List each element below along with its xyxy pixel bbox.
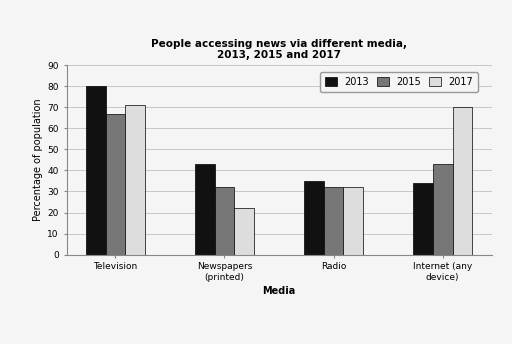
Bar [324,187,344,255]
Title: People accessing news via different media,
2013, 2015 and 2017: People accessing news via different medi… [151,39,407,61]
Bar [86,86,105,255]
Bar [215,187,234,255]
X-axis label: Media: Media [263,286,295,296]
Bar [234,208,254,255]
Bar [304,181,324,255]
Bar [433,164,453,255]
Legend: 2013, 2015, 2017: 2013, 2015, 2017 [321,72,478,92]
Bar [344,187,363,255]
Bar [195,164,215,255]
Bar [413,183,433,255]
Y-axis label: Percentage of population: Percentage of population [33,99,43,221]
Bar [453,107,472,255]
Bar [105,114,125,255]
Bar [125,105,145,255]
